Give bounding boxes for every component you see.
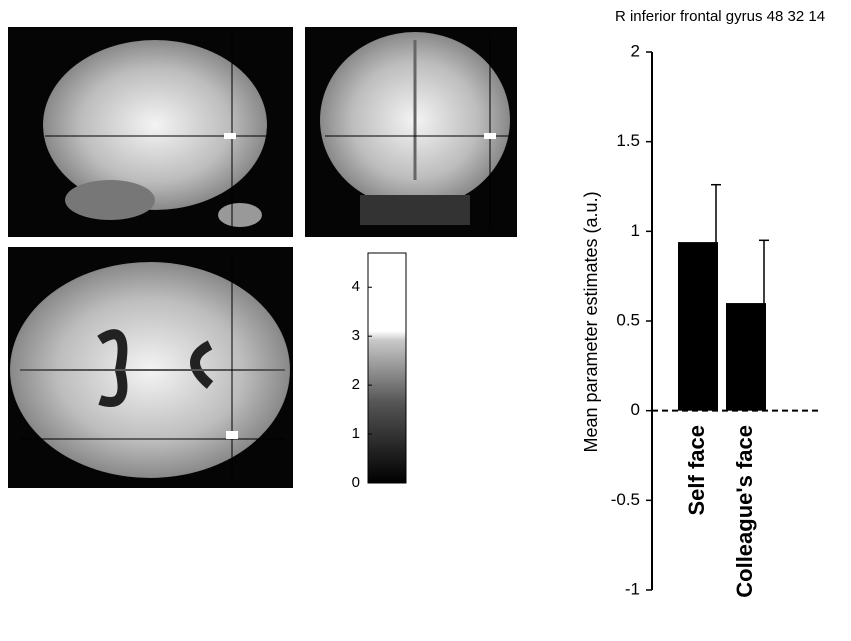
coronal-view: [305, 27, 517, 237]
bar: [678, 242, 718, 411]
y-axis-label: Mean parameter estimates (a.u.): [581, 191, 601, 452]
y-tick-label: 0.5: [616, 310, 640, 329]
y-tick-label: -1: [625, 579, 640, 598]
y-tick-label: 1.5: [616, 131, 640, 150]
colorbar-tick-label: 3: [352, 327, 360, 344]
axial-view: [8, 247, 293, 488]
x-tick-label: Colleague's face: [732, 425, 757, 598]
sagittal-view: [8, 27, 293, 237]
x-tick-label: Self face: [684, 425, 709, 516]
y-tick-label: 0: [631, 400, 640, 419]
chart-title: R inferior frontal gyrus 48 32 14: [615, 8, 825, 25]
y-tick-label: 2: [631, 41, 640, 60]
colorbar-tick-label: 2: [352, 376, 360, 393]
y-tick-label: 1: [631, 221, 640, 240]
colorbar-tick-label: 0: [352, 474, 360, 491]
bar: [726, 303, 766, 411]
colorbar-tick-label: 1: [352, 425, 360, 442]
colorbar: [368, 253, 406, 483]
y-tick-label: -0.5: [611, 490, 640, 509]
figure: R inferior frontal gyrus 48 32 14 Mean p…: [0, 0, 851, 636]
colorbar-tick-label: 4: [352, 278, 360, 295]
